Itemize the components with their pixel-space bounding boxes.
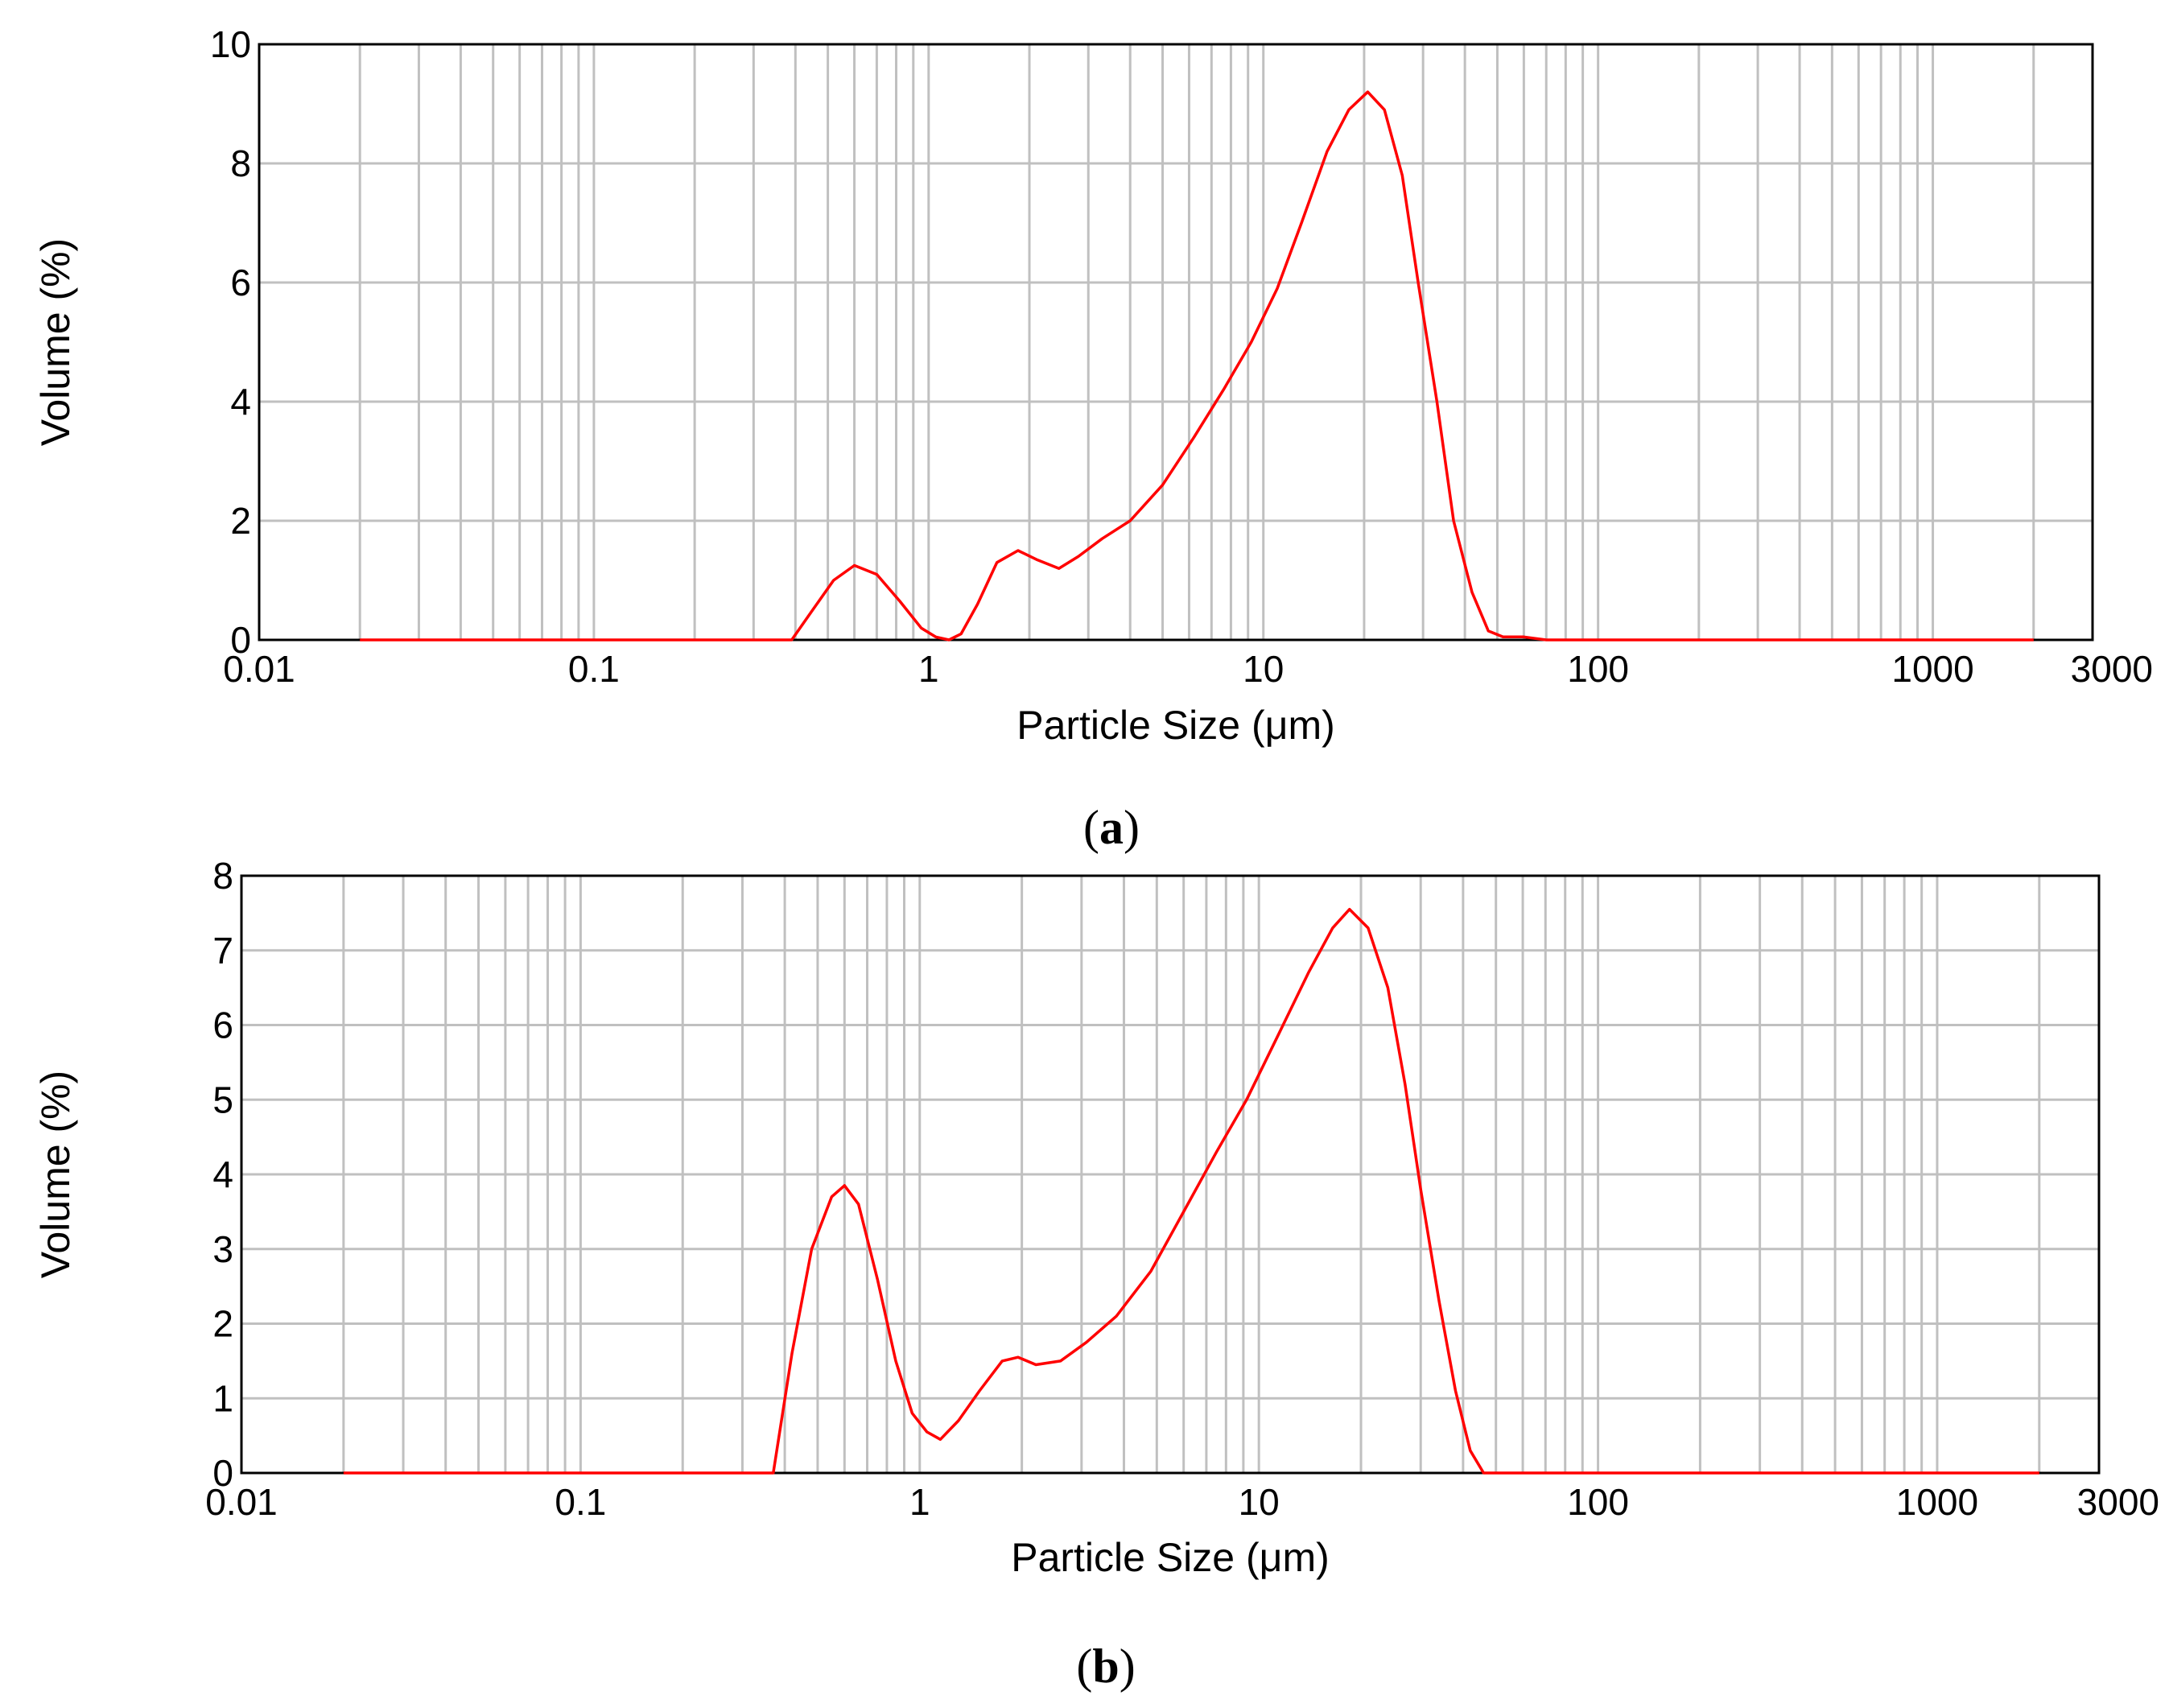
series-line: [360, 90, 2034, 642]
series-line: [343, 907, 2039, 1475]
y-tick-label: 8: [230, 142, 251, 184]
panel-caption: (a): [1083, 801, 1140, 854]
x-tick-label: 0.01: [223, 648, 295, 690]
y-tick-label: 7: [212, 930, 233, 972]
y-tick-label: 10: [210, 23, 251, 65]
x-tick-label: 1000: [1896, 1481, 1978, 1523]
plot-frame: [258, 43, 2094, 642]
x-axis-label: Particle Size (μm): [1011, 1535, 1330, 1580]
y-tick-label: 8: [212, 855, 233, 897]
x-tick-label: 0.1: [555, 1481, 606, 1523]
x-axis-label: Particle Size (μm): [1016, 703, 1335, 748]
x-tick-label: 0.1: [568, 648, 620, 690]
y-tick-label: 6: [230, 262, 251, 303]
y-tick-label: 0: [212, 1452, 233, 1494]
x-tick-label: 100: [1567, 1481, 1629, 1523]
y-tick-label: 0: [230, 619, 251, 661]
x-tick-label: 10: [1243, 648, 1284, 690]
x-tick-label: 10: [1239, 1481, 1280, 1523]
y-axis-label: Volume (%): [33, 1071, 78, 1278]
x-tick-label: 1000: [1891, 648, 1973, 690]
y-tick-label: 2: [212, 1303, 233, 1345]
y-tick-label: 5: [212, 1079, 233, 1120]
grid: [241, 876, 2099, 1473]
y-tick-label: 4: [212, 1153, 233, 1195]
chart-panel-b: 0 1 2 3 4 5 6 7 8 0.01 0.1 1 10 100 1000 3000 Particle S…: [33, 855, 2159, 1693]
x-tick-label: 3000: [2071, 648, 2153, 690]
x-tick-label: 1: [909, 1481, 930, 1523]
x-tick-label: 3000: [2077, 1481, 2159, 1523]
y-tick-label: 3: [212, 1228, 233, 1270]
x-tick-label: 1: [918, 648, 939, 690]
y-axis-label: Volume (%): [33, 238, 78, 446]
plot-frame: [240, 874, 2101, 1475]
chart-panel-a: 0 2 4 6 8 10 0.01 0.1 1 10 100 1000 3000 Particle Siz…: [33, 23, 2153, 854]
x-tick-label: 0.01: [205, 1481, 278, 1523]
y-tick-label: 6: [212, 1005, 233, 1046]
y-tick-label: 1: [212, 1377, 233, 1419]
panel-caption: (b): [1076, 1640, 1135, 1693]
grid: [259, 44, 2093, 640]
x-tick-label: 100: [1567, 648, 1629, 690]
y-tick-label: 4: [230, 381, 251, 423]
y-tick-label: 2: [230, 500, 251, 542]
